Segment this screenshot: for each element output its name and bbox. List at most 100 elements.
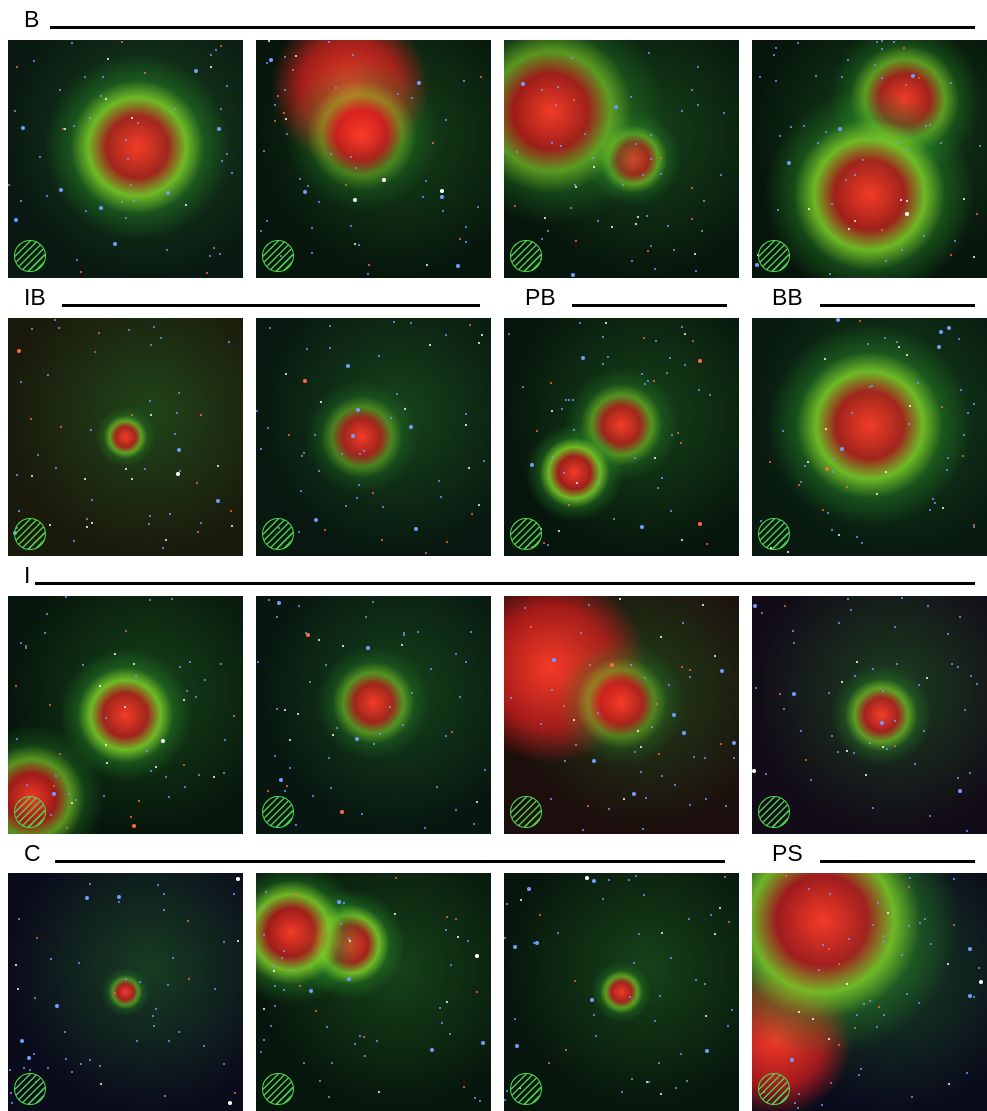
star xyxy=(475,954,479,958)
star xyxy=(329,325,331,327)
star xyxy=(779,135,781,137)
star xyxy=(73,540,75,542)
star xyxy=(277,95,279,97)
star xyxy=(856,661,858,663)
star xyxy=(506,903,508,905)
star xyxy=(597,220,599,222)
star xyxy=(841,76,843,78)
star xyxy=(765,773,767,775)
star xyxy=(354,243,356,245)
star xyxy=(828,948,830,950)
star xyxy=(465,226,467,228)
star xyxy=(100,95,102,97)
star xyxy=(430,1048,434,1052)
star xyxy=(331,1062,333,1064)
star xyxy=(881,229,883,231)
star xyxy=(220,663,222,665)
star xyxy=(541,89,543,91)
star xyxy=(595,1035,597,1037)
star xyxy=(973,524,975,526)
star xyxy=(579,322,581,324)
star xyxy=(681,326,683,328)
star xyxy=(821,1104,823,1106)
star xyxy=(130,184,132,186)
image-panel xyxy=(8,596,243,834)
star xyxy=(231,172,233,174)
star xyxy=(279,778,283,782)
star xyxy=(351,434,355,438)
star xyxy=(522,386,524,388)
star xyxy=(337,900,341,904)
group-rule xyxy=(820,860,975,863)
star xyxy=(840,447,844,451)
star xyxy=(157,884,159,886)
star xyxy=(105,98,107,100)
star xyxy=(216,499,220,503)
star xyxy=(681,110,683,112)
star xyxy=(906,200,908,202)
star xyxy=(830,1082,832,1084)
star xyxy=(33,1053,35,1055)
star xyxy=(894,745,896,747)
star xyxy=(86,518,88,520)
star xyxy=(228,341,230,343)
star xyxy=(510,697,512,699)
star xyxy=(422,196,424,198)
star xyxy=(363,450,365,452)
star xyxy=(71,1071,73,1073)
star xyxy=(266,62,268,64)
star xyxy=(149,400,151,402)
star xyxy=(694,253,696,255)
star xyxy=(846,750,848,752)
star xyxy=(417,81,421,85)
star xyxy=(872,668,874,670)
star xyxy=(906,354,908,356)
star xyxy=(660,1093,662,1095)
star xyxy=(149,599,151,601)
star xyxy=(630,664,632,666)
star xyxy=(430,668,432,670)
star xyxy=(382,506,384,508)
star xyxy=(714,655,716,657)
star xyxy=(706,543,708,545)
star xyxy=(55,775,57,777)
star xyxy=(176,412,178,414)
star xyxy=(650,158,652,160)
star xyxy=(535,941,539,945)
star xyxy=(59,188,63,192)
group-rule xyxy=(572,304,727,307)
star xyxy=(132,824,136,828)
star xyxy=(46,613,48,615)
star xyxy=(80,1063,82,1065)
star xyxy=(650,245,652,247)
star xyxy=(800,481,802,483)
star xyxy=(571,273,575,277)
star xyxy=(847,59,849,61)
star xyxy=(417,631,419,633)
star xyxy=(585,876,589,880)
star xyxy=(898,346,900,348)
star xyxy=(160,337,162,339)
star xyxy=(91,522,93,524)
star xyxy=(214,988,216,990)
star xyxy=(504,1099,506,1101)
star xyxy=(311,227,313,229)
star xyxy=(571,57,573,59)
star xyxy=(798,484,800,486)
star xyxy=(49,524,51,526)
star xyxy=(695,270,697,272)
star xyxy=(459,238,461,240)
star xyxy=(349,940,351,942)
star xyxy=(14,110,16,112)
beam-marker xyxy=(758,518,790,550)
star xyxy=(231,525,233,527)
star xyxy=(958,338,960,340)
star xyxy=(470,631,472,633)
star xyxy=(121,201,123,203)
image-panel xyxy=(752,873,987,1111)
star xyxy=(647,250,649,252)
star xyxy=(105,744,107,746)
star xyxy=(869,1000,871,1002)
star xyxy=(818,969,820,971)
star xyxy=(658,753,660,755)
